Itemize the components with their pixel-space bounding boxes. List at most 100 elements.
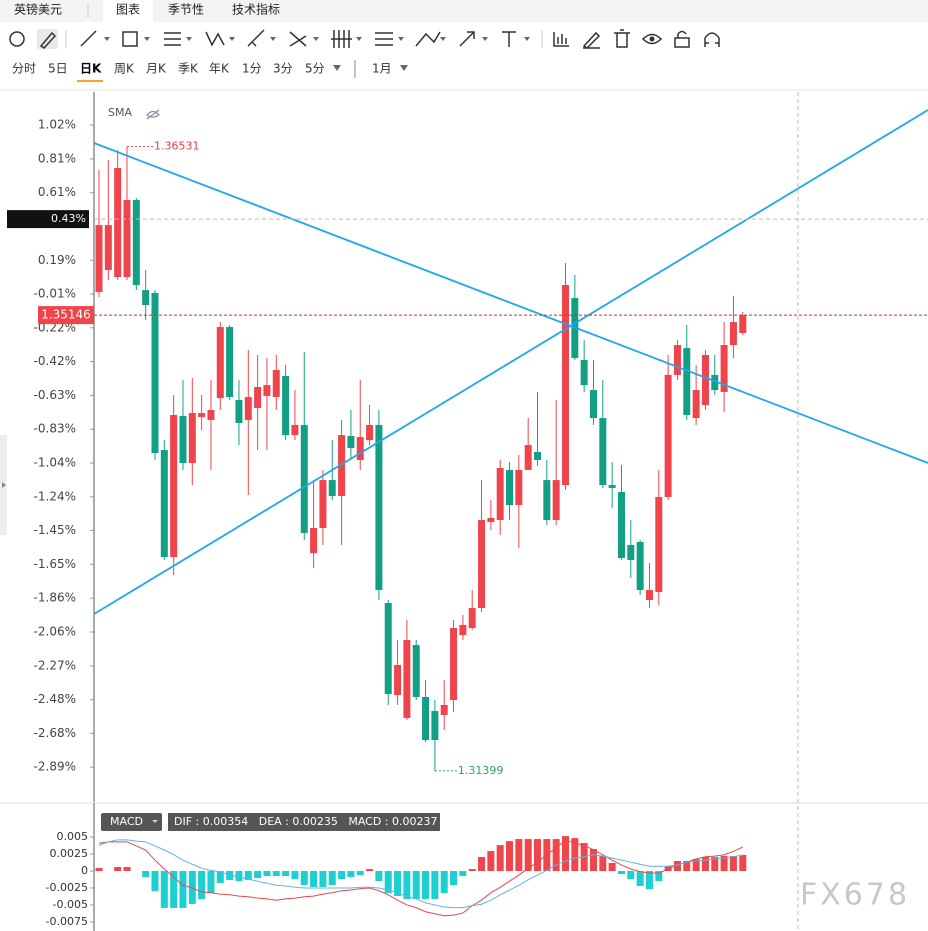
tool-icon[interactable] <box>674 30 690 48</box>
y-tick-label: -2.48% <box>34 692 76 706</box>
macd-bar <box>496 845 504 872</box>
period[interactable]: 年K <box>209 62 230 76</box>
tool-icon[interactable] <box>289 31 307 47</box>
candle-body <box>403 640 411 719</box>
candle-body <box>170 414 178 558</box>
tool-icon[interactable] <box>205 31 225 47</box>
macd-bar <box>422 871 430 899</box>
period-active[interactable]: 日K <box>80 62 102 76</box>
candle-body <box>347 436 355 449</box>
macd-bar <box>524 839 532 872</box>
period[interactable]: 3分 <box>273 62 293 76</box>
y-tick-label: -1.65% <box>34 557 76 571</box>
tool-icon[interactable] <box>122 31 138 47</box>
macd-bar <box>366 869 374 872</box>
candle-body <box>310 527 318 554</box>
candle-body <box>711 374 719 391</box>
side-handle-arrow <box>2 482 6 488</box>
max-label: 1.36531 <box>154 140 200 153</box>
tab[interactable]: 季节性 <box>168 3 204 17</box>
macd-bar <box>627 871 635 880</box>
tool-icon[interactable] <box>641 33 663 45</box>
candle-body <box>552 480 560 520</box>
macd-bar <box>412 871 420 899</box>
y-tick-label: -0.01% <box>34 287 76 301</box>
candle-body <box>235 400 243 424</box>
macd-bar <box>338 871 346 880</box>
macd-bar <box>701 857 709 872</box>
tool-icon[interactable] <box>582 31 601 49</box>
candle-body <box>468 608 476 628</box>
tool-icon[interactable] <box>80 30 97 47</box>
period-arrows <box>333 65 408 71</box>
macd-bar <box>375 871 383 881</box>
tool-icon-dot <box>649 36 655 42</box>
visibility-icon[interactable] <box>146 109 160 120</box>
period[interactable]: 5分 <box>305 62 325 76</box>
period[interactable]: 1分 <box>242 62 262 76</box>
crosshair-label-bg <box>7 210 89 229</box>
y-tick-label: -0.83% <box>34 422 76 436</box>
macd-bar <box>720 856 728 872</box>
candle-body <box>496 468 504 520</box>
macd-bar <box>552 839 560 872</box>
trend-line[interactable] <box>93 142 928 464</box>
macd-line <box>98 839 743 917</box>
y-tick-label: -0.0075 <box>46 915 88 928</box>
symbol-tab[interactable]: 英镑美元 <box>14 2 62 17</box>
macd-line <box>98 839 743 909</box>
tool-icon[interactable] <box>375 32 393 46</box>
candle-body <box>701 355 709 406</box>
candle-body <box>506 469 514 505</box>
candle-body <box>226 327 234 397</box>
tab[interactable]: 图表 <box>116 3 140 17</box>
candle-body <box>132 200 140 286</box>
macd-bar <box>692 859 700 872</box>
period[interactable]: 季K <box>178 62 199 76</box>
candle-body <box>375 424 383 591</box>
tool-icon[interactable] <box>459 31 475 47</box>
candle-body <box>524 445 532 470</box>
tool-icon[interactable] <box>614 29 630 48</box>
y-tick-label: -2.27% <box>34 658 76 672</box>
macd-bar <box>468 869 476 872</box>
candle-body <box>627 545 635 560</box>
period[interactable]: 周K <box>114 62 135 76</box>
trend-line[interactable] <box>93 109 928 615</box>
tool-icon[interactable] <box>415 31 441 47</box>
period[interactable]: 分时 <box>12 62 36 76</box>
macd-bar <box>394 871 402 896</box>
macd-bar <box>683 861 691 872</box>
period[interactable]: 月K <box>146 62 167 76</box>
tool-icon[interactable] <box>704 32 720 47</box>
macd-select[interactable] <box>101 813 162 831</box>
candle-body <box>664 374 672 497</box>
candle-body <box>534 451 542 460</box>
y-tick-label: -0.005 <box>53 898 88 911</box>
tool-icon[interactable] <box>164 32 181 46</box>
period[interactable]: 5日 <box>48 62 68 76</box>
watermark: FX678 <box>800 878 910 913</box>
macd-bar <box>291 871 299 880</box>
tool-icon[interactable] <box>331 30 352 48</box>
macd-bar <box>216 871 224 883</box>
candle-body <box>198 413 206 418</box>
tab[interactable]: 技术指标 <box>232 2 280 17</box>
candle-body <box>487 518 495 523</box>
tool-icon[interactable] <box>553 32 569 47</box>
macd-bar <box>95 868 103 872</box>
macd-bar <box>562 836 569 872</box>
tool-icon[interactable] <box>9 31 25 47</box>
candle-body <box>412 645 420 697</box>
candle-body <box>319 480 327 528</box>
macd-bar <box>440 871 448 893</box>
tool-icon[interactable] <box>502 31 516 47</box>
tool-icon[interactable] <box>247 29 265 47</box>
y-tick-label: -1.24% <box>34 489 76 503</box>
range[interactable]: 1月 <box>372 62 392 76</box>
overlay <box>93 109 928 615</box>
candle-body <box>356 436 364 460</box>
candle-body <box>207 409 215 420</box>
tool-icon[interactable] <box>39 31 57 49</box>
macd-bar <box>729 856 737 872</box>
